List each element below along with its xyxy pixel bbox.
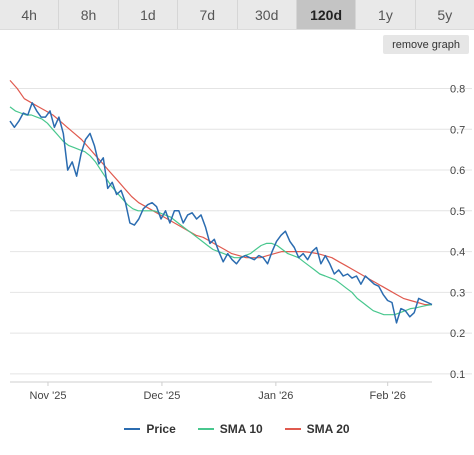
legend-swatch-price	[124, 428, 141, 430]
tab-1y[interactable]: 1y	[356, 0, 416, 29]
y-tick-label: 0.4	[450, 247, 465, 259]
y-tick-label: 0.5	[450, 206, 465, 218]
price-chart: 0.8 0.7 0.6 0.5 0.4 0.3 0.2 0.1 Nov '25 Dec '25 Ja…	[9, 80, 472, 402]
price-line	[9, 102, 433, 324]
sma20-line	[9, 80, 432, 306]
tab-5y[interactable]: 5y	[437, 6, 453, 23]
legend-label-price: Price	[146, 422, 176, 436]
remove-graph-button[interactable]: remove graph	[383, 35, 469, 54]
x-tick-label: Nov '25	[30, 390, 67, 402]
y-tick-label: 0.8	[450, 84, 465, 96]
tab-1d[interactable]: 1d	[119, 0, 179, 29]
y-tick-label: 0.3	[450, 287, 465, 299]
legend-swatch-sma20	[284, 428, 301, 430]
x-tick-label: Dec '25	[143, 390, 180, 402]
legend-item-sma10[interactable]: SMA 10	[197, 422, 263, 436]
legend-swatch-sma10	[197, 428, 214, 430]
tab-120d[interactable]: 120d	[296, 0, 357, 29]
legend-item-sma20[interactable]: SMA 20	[284, 422, 350, 436]
sma10-line	[9, 106, 433, 316]
chart-legend: Price SMA 10 SMA 20	[0, 418, 474, 440]
y-tick-label: 0.1	[450, 369, 465, 381]
timeframe-tabs: 4h 8h 1d 7d 30d 120d 1y 5y	[0, 0, 474, 30]
x-tick-label: Jan '26	[258, 390, 293, 402]
tab-8h[interactable]: 8h	[59, 0, 119, 29]
x-tick-label: Feb '26	[370, 390, 406, 402]
legend-label-sma10: SMA 10	[219, 422, 263, 436]
legend-item-price[interactable]: Price	[124, 422, 176, 436]
tab-30d[interactable]: 30d	[238, 0, 297, 29]
y-tick-label: 0.2	[450, 328, 465, 340]
tab-7d[interactable]: 7d	[178, 0, 238, 29]
tab-4h[interactable]: 4h	[0, 0, 60, 29]
y-tick-label: 0.6	[450, 165, 465, 177]
y-tick-label: 0.7	[450, 124, 465, 136]
legend-label-sma20: SMA 20	[306, 422, 350, 436]
